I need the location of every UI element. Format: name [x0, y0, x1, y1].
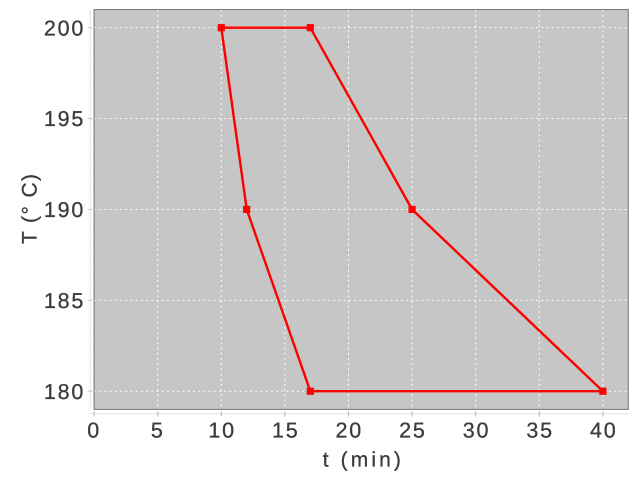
- svg-text:35: 35: [526, 419, 554, 443]
- svg-text:180: 180: [44, 380, 85, 404]
- svg-text:195: 195: [44, 107, 85, 131]
- svg-text:5: 5: [151, 419, 165, 443]
- svg-text:t (min): t (min): [323, 449, 404, 472]
- svg-text:190: 190: [44, 198, 85, 222]
- svg-text:40: 40: [590, 419, 618, 443]
- svg-text:20: 20: [336, 419, 364, 443]
- svg-text:25: 25: [399, 419, 427, 443]
- svg-text:0: 0: [87, 419, 101, 443]
- svg-text:T (° C): T (° C): [19, 173, 42, 244]
- svg-text:15: 15: [272, 419, 300, 443]
- svg-text:185: 185: [44, 289, 85, 313]
- svg-text:30: 30: [463, 419, 491, 443]
- svg-text:10: 10: [208, 419, 236, 443]
- svg-text:200: 200: [44, 16, 85, 40]
